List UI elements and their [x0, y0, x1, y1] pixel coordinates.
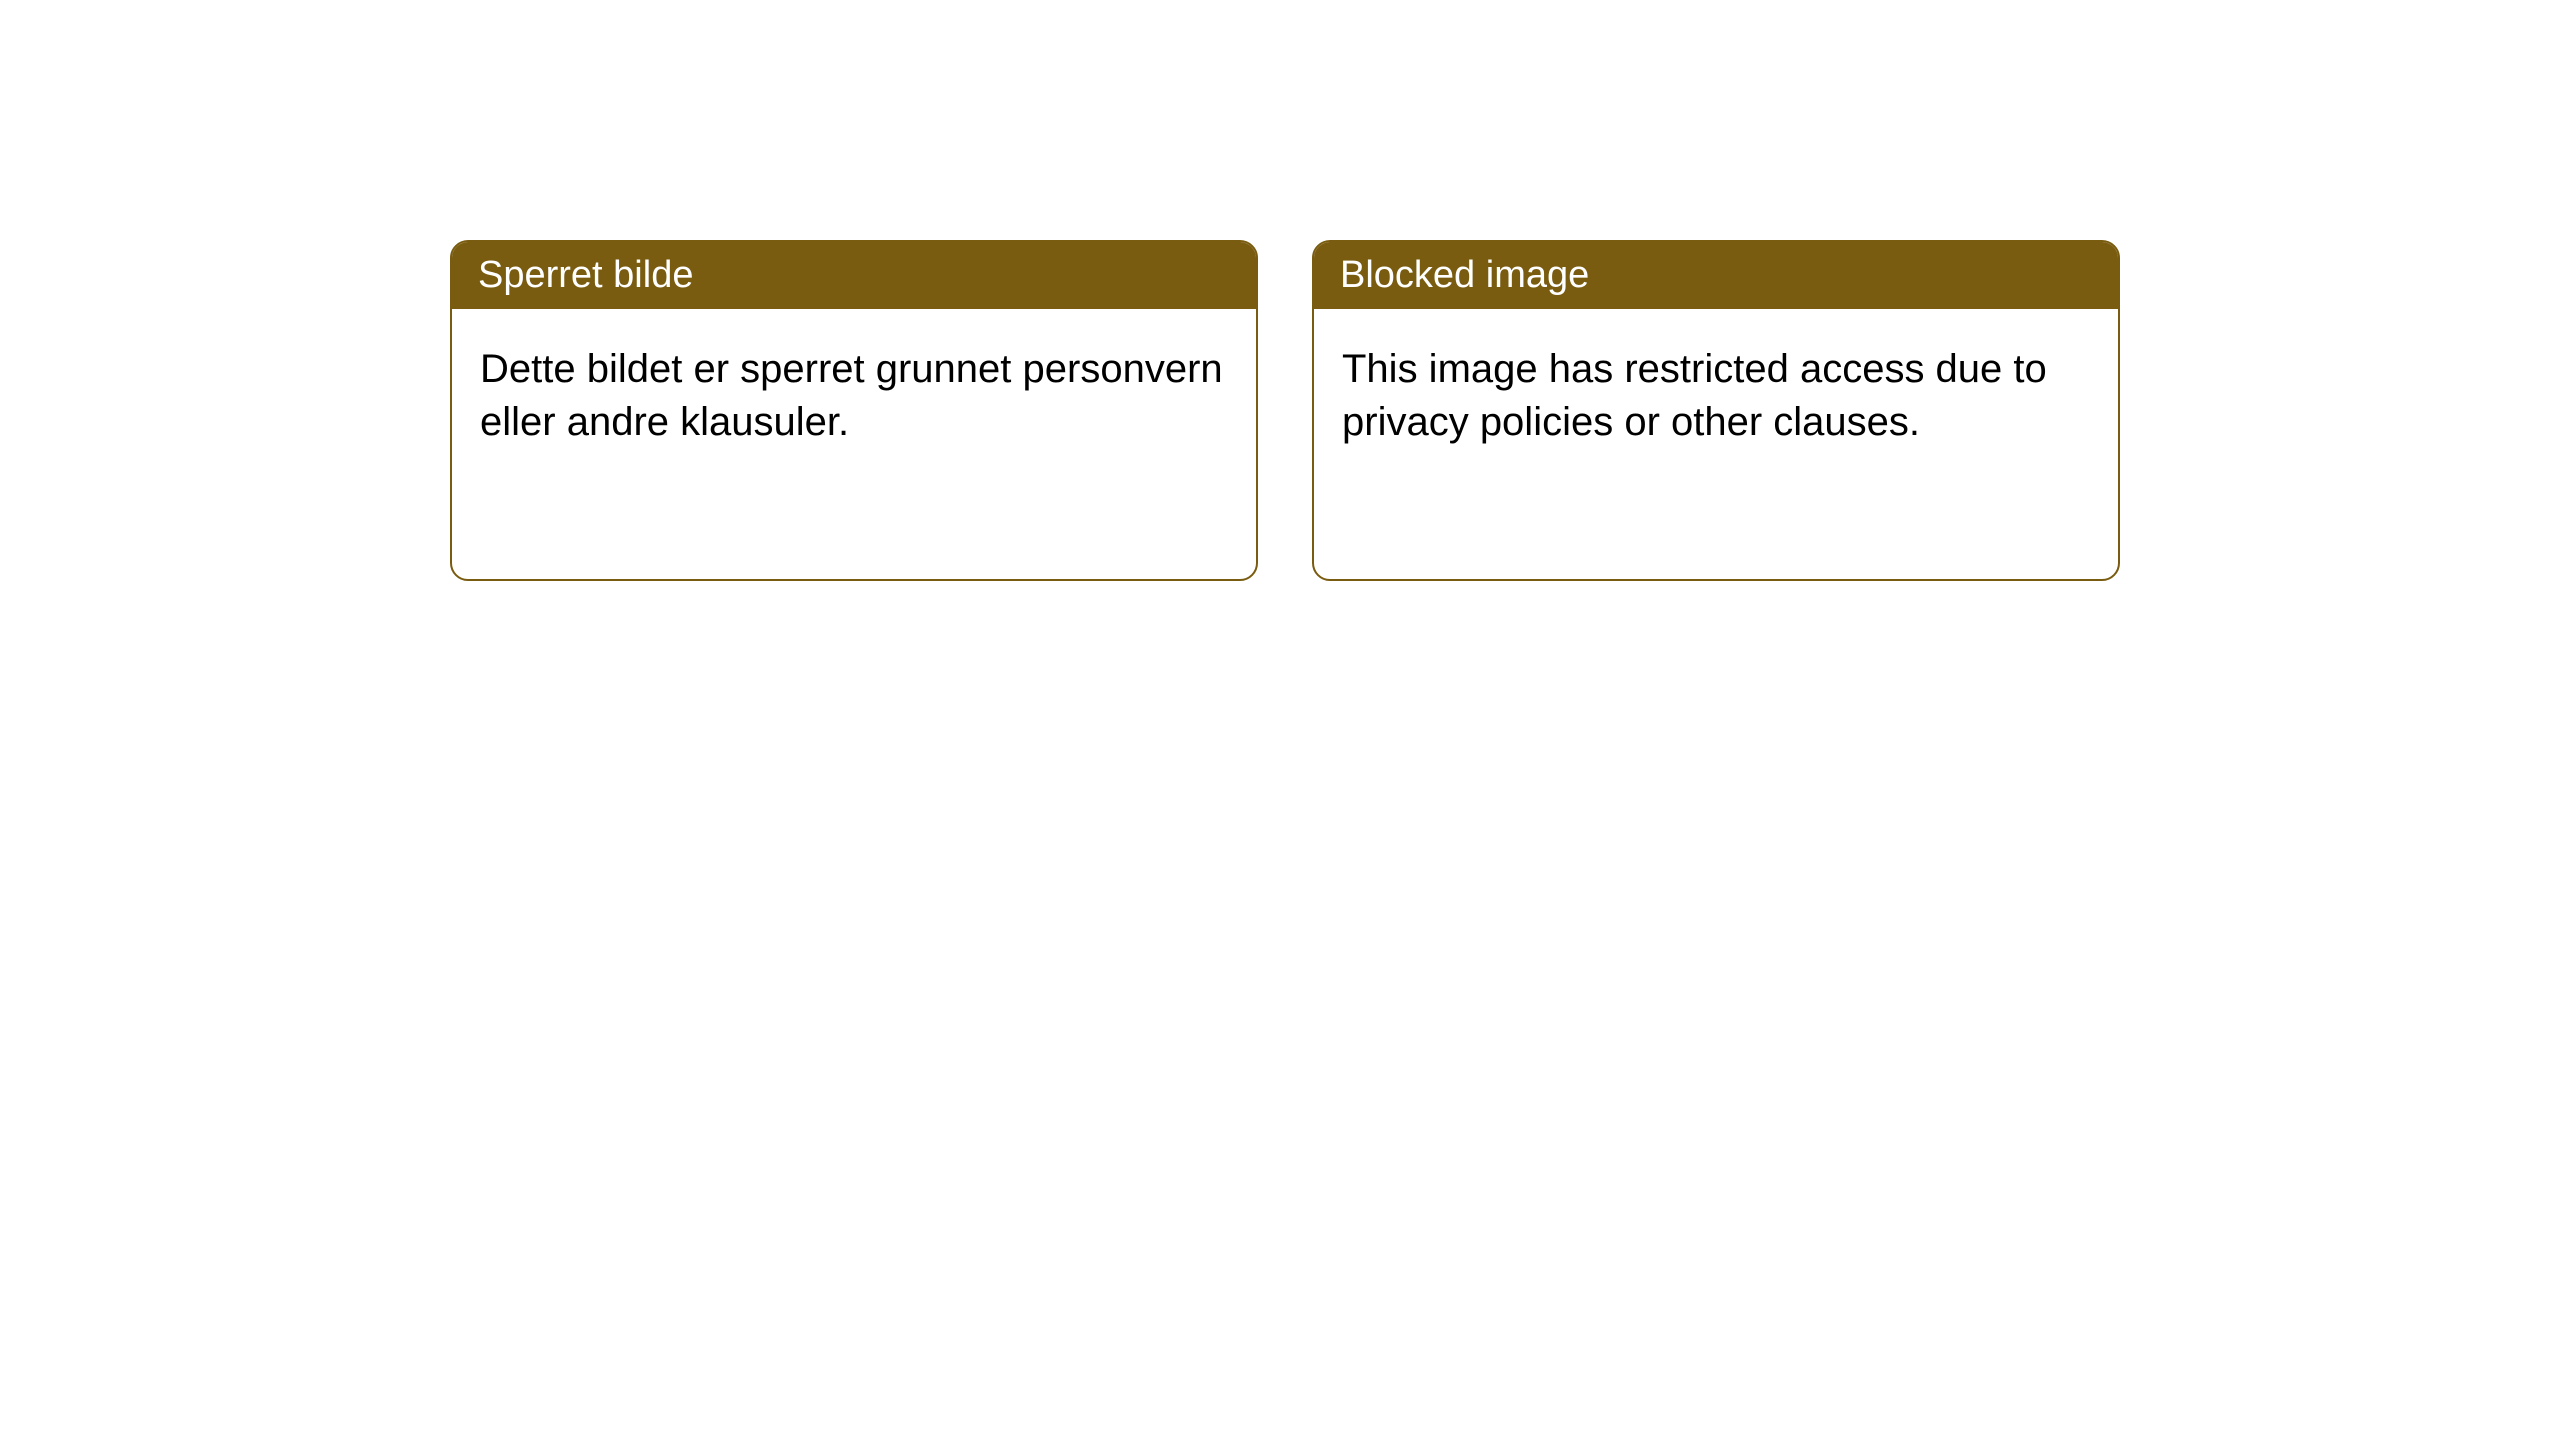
- notice-body-norwegian: Dette bildet er sperret grunnet personve…: [452, 309, 1256, 579]
- notice-container: Sperret bilde Dette bildet er sperret gr…: [450, 240, 2120, 581]
- notice-body-english: This image has restricted access due to …: [1314, 309, 2118, 579]
- notice-card-english: Blocked image This image has restricted …: [1312, 240, 2120, 581]
- notice-title-english: Blocked image: [1314, 242, 2118, 309]
- notice-title-norwegian: Sperret bilde: [452, 242, 1256, 309]
- notice-card-norwegian: Sperret bilde Dette bildet er sperret gr…: [450, 240, 1258, 581]
